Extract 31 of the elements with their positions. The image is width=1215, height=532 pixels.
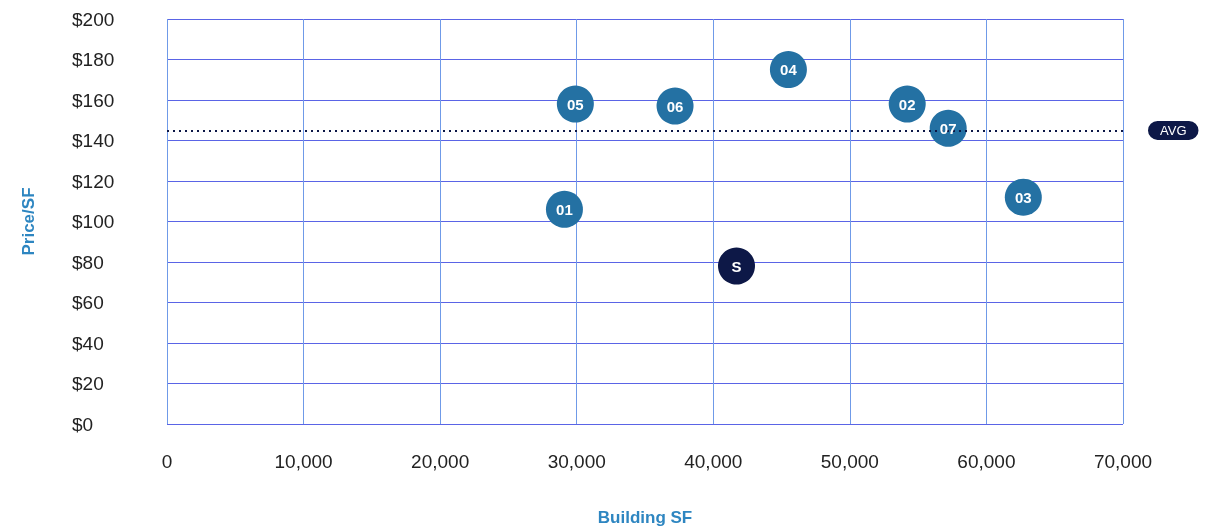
ref-line-label: AVG xyxy=(1160,122,1187,138)
annotation: 01 xyxy=(556,200,573,218)
annotation: 04 xyxy=(780,61,798,79)
annotation: 02 xyxy=(898,95,916,113)
y-tick-label: $180 xyxy=(72,49,115,70)
y-tick-label: $60 xyxy=(72,292,104,313)
x-tick-label: 70,000 xyxy=(1093,451,1153,472)
x-axis-title: Building SF xyxy=(597,508,693,527)
point xyxy=(718,247,755,285)
annotation: 06 xyxy=(666,97,684,115)
y-tick-label: $140 xyxy=(72,130,115,151)
annotation: 03 xyxy=(1014,188,1032,206)
x-tick-label: 60,000 xyxy=(957,451,1016,472)
x-tick-label: 10,000 xyxy=(274,451,333,472)
annotation: 05 xyxy=(567,95,584,113)
x-tick-label: 20,000 xyxy=(411,451,470,472)
y-tick-label: $200 xyxy=(72,8,115,30)
y-tick-label: $0 xyxy=(72,413,94,435)
annotation: 07 xyxy=(939,119,957,137)
x-tick-label: 0 xyxy=(161,451,173,472)
x-tick-label: 40,000 xyxy=(684,451,743,472)
y-axis-title: Price/SF xyxy=(19,187,38,256)
annotation: S xyxy=(731,257,742,275)
x-tick-label: 50,000 xyxy=(820,451,879,472)
x-tick-label: 30,000 xyxy=(547,451,606,472)
y-tick-label: $160 xyxy=(72,89,115,111)
y-tick-label: $20 xyxy=(72,373,104,394)
y-tick-label: $120 xyxy=(72,170,115,192)
y-tick-label: $40 xyxy=(72,332,104,354)
y-tick-label: $100 xyxy=(72,211,115,232)
y-tick-label: $80 xyxy=(72,251,104,273)
